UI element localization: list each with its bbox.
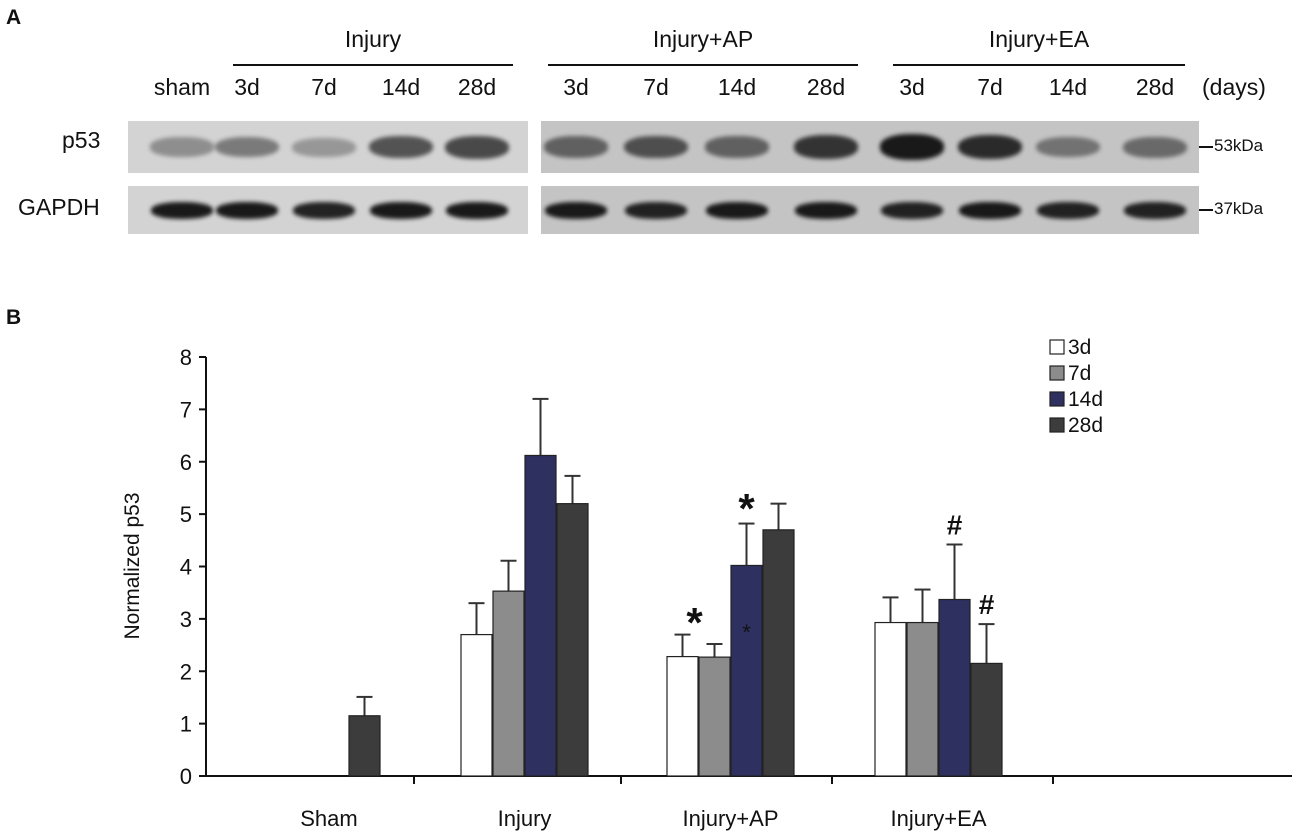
protein-band <box>544 136 608 158</box>
protein-band <box>706 201 768 219</box>
bar <box>698 656 731 777</box>
y-tick-label: 8 <box>180 345 192 370</box>
bar <box>460 633 493 777</box>
y-tick-label: 0 <box>180 764 192 789</box>
lane-label: sham <box>153 74 211 100</box>
protein-band <box>151 201 213 219</box>
x-tick-label: Sham <box>300 806 357 831</box>
significance-marker: * <box>686 599 703 646</box>
protein-band <box>959 201 1021 219</box>
protein-band <box>446 201 508 219</box>
legend-swatch <box>1049 391 1065 407</box>
x-tick-label: Injury <box>498 806 552 831</box>
protein-band <box>292 137 356 157</box>
protein-band <box>293 201 355 219</box>
protein-band <box>880 134 944 160</box>
blot-row-label: p53 <box>62 127 101 153</box>
protein-band <box>1036 136 1100 158</box>
lane-label: 3d <box>899 74 925 100</box>
bar <box>524 454 557 777</box>
significance-marker: # <box>947 510 963 541</box>
legend-label: 14d <box>1068 388 1103 411</box>
significance-marker: * <box>742 620 751 645</box>
lane-label: 14d <box>381 74 421 100</box>
legend-swatch <box>1049 339 1065 355</box>
marker-tick <box>1199 146 1213 148</box>
lane-label: 7d <box>643 74 669 100</box>
protein-band <box>625 201 687 219</box>
lane-label: 28d <box>806 74 846 100</box>
protein-band <box>445 135 509 159</box>
group-label: Injury <box>344 26 402 52</box>
x-tick-label: Injury+EA <box>891 806 987 831</box>
lane-label: 28d <box>457 74 497 100</box>
protein-band <box>958 134 1022 160</box>
protein-band <box>705 136 769 158</box>
lane-label: 14d <box>717 74 757 100</box>
bar <box>938 598 971 777</box>
marker-tick <box>1199 209 1213 211</box>
protein-band <box>1123 136 1187 158</box>
bar <box>348 715 381 777</box>
bar <box>906 621 939 777</box>
lane-label: 7d <box>311 74 337 100</box>
y-tick-label: 2 <box>180 659 192 684</box>
molecular-weight-marker: 53kDa <box>1214 136 1264 155</box>
lane-label: 3d <box>563 74 589 100</box>
y-tick-label: 4 <box>180 555 192 580</box>
group-underline <box>233 64 513 66</box>
y-tick-label: 5 <box>180 502 192 527</box>
days-label: (days) <box>1202 74 1266 100</box>
lane-label: 14d <box>1048 74 1088 100</box>
lane-label: 28d <box>1135 74 1175 100</box>
protein-band <box>369 135 433 159</box>
bar <box>762 529 795 777</box>
panel-b-label: B <box>6 306 22 329</box>
bar <box>666 655 699 777</box>
protein-band <box>1124 201 1186 219</box>
protein-band <box>545 201 607 219</box>
bar <box>874 621 907 777</box>
group-label: Injury+AP <box>652 26 754 52</box>
legend-label: 28d <box>1068 414 1103 437</box>
group-underline <box>893 64 1185 66</box>
protein-band <box>881 201 943 219</box>
lane-label: 7d <box>977 74 1003 100</box>
protein-band <box>794 135 858 159</box>
group-label: Injury+EA <box>988 26 1090 52</box>
protein-band <box>624 135 688 159</box>
blot-row-label: GAPDH <box>18 194 100 220</box>
bar <box>970 662 1003 777</box>
protein-band <box>215 136 279 158</box>
bar <box>492 590 525 777</box>
x-tick-label: Injury+AP <box>683 806 779 831</box>
bar <box>556 503 589 777</box>
group-underline <box>548 64 858 66</box>
protein-band <box>150 137 214 157</box>
legend-swatch <box>1049 417 1065 433</box>
molecular-weight-marker: 37kDa <box>1214 199 1264 218</box>
panel-a-label: A <box>6 6 22 29</box>
protein-band <box>216 201 278 219</box>
legend-swatch <box>1049 365 1065 381</box>
lane-label: 3d <box>234 74 260 100</box>
significance-marker: * <box>738 485 755 532</box>
bar <box>730 564 763 777</box>
y-axis-label: Normalized p53 <box>121 492 144 639</box>
legend-label: 7d <box>1068 362 1091 385</box>
protein-band <box>795 201 857 219</box>
y-tick-label: 6 <box>180 450 192 475</box>
significance-marker: # <box>979 589 995 620</box>
y-tick-label: 7 <box>180 397 192 422</box>
legend-label: 3d <box>1068 336 1091 359</box>
y-tick-label: 1 <box>180 712 192 737</box>
protein-band <box>1037 201 1099 219</box>
protein-band <box>370 201 432 219</box>
y-tick-label: 3 <box>180 607 192 632</box>
